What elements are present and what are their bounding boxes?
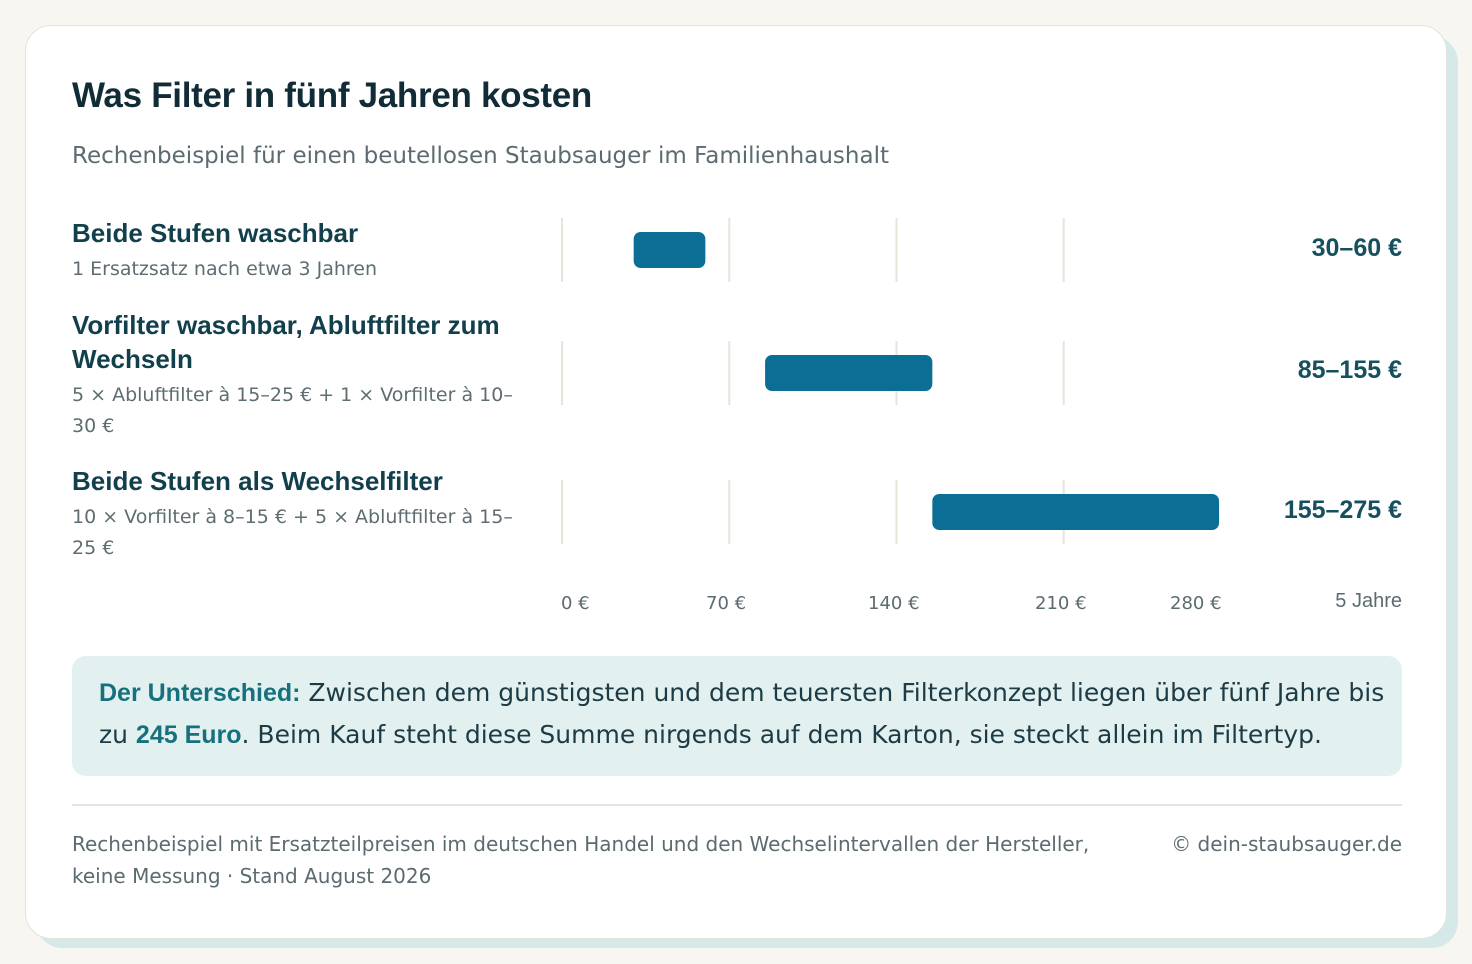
x-tick-label: 210 € (1035, 593, 1087, 614)
row-note: 5 × Abluftfilter à 15–25 € + 1 × Vorfilt… (72, 384, 513, 437)
row-label-3: Beide Stufen als Wechselfilter 10 × Vorf… (72, 464, 532, 564)
row-note: 1 Ersatzsatz nach etwa 3 Jahren (72, 258, 378, 280)
value-label-1: 30–60 € (1311, 234, 1402, 262)
x-tick-label: 140 € (868, 593, 920, 614)
row-title: Beide Stufen waschbar (72, 218, 359, 248)
x-tick-label: 280 € (1170, 593, 1222, 614)
chart-card: Was Filter in fünf Jahren kosten Rechenb… (25, 25, 1447, 939)
value-label-3: 155–275 € (1283, 496, 1402, 524)
chart-title: Was Filter in fünf Jahren kosten (72, 76, 593, 115)
axis-unit-label: 5 Jahre (1335, 590, 1402, 612)
copyright: © dein-staubsauger.de (1171, 832, 1402, 856)
range-bar-chart (561, 218, 1220, 544)
row-label-2: Vorfilter waschbar, Abluftfilter zum Wec… (72, 308, 532, 442)
range-bar-1 (633, 232, 706, 268)
chart-subtitle: Rechenbeispiel für einen beutellosen Sta… (72, 143, 889, 169)
row-title: Beide Stufen als Wechselfilter (72, 466, 443, 496)
row-title: Vorfilter waschbar, Abluftfilter zum Wec… (72, 310, 500, 374)
value-label-2: 85–155 € (1297, 356, 1402, 384)
range-bar-3 (932, 494, 1220, 530)
callout-highlight: 245 Euro (135, 721, 242, 749)
row-note: 10 × Vorfilter à 8–15 € + 5 × Abluftfilt… (72, 506, 513, 559)
callout-text: Der Unterschied: Zwischen dem günstigste… (99, 672, 1389, 756)
range-bar-2 (765, 355, 933, 391)
row-label-1: Beide Stufen waschbar 1 Ersatzsatz nach … (72, 216, 532, 285)
x-tick-label: 0 € (561, 593, 590, 614)
difference-callout: Der Unterschied: Zwischen dem günstigste… (72, 656, 1402, 776)
callout-text-before: Zwischen dem günstigsten und dem teuerst… (99, 678, 1385, 749)
footer-divider (72, 804, 1402, 806)
callout-text-after: . Beim Kauf steht diese Summe nirgends a… (241, 720, 1322, 749)
callout-lead: Der Unterschied: (99, 679, 301, 707)
x-tick-label: 70 € (706, 593, 747, 614)
source-note: Rechenbeispiel mit Ersatzteilpreisen im … (72, 832, 1090, 888)
